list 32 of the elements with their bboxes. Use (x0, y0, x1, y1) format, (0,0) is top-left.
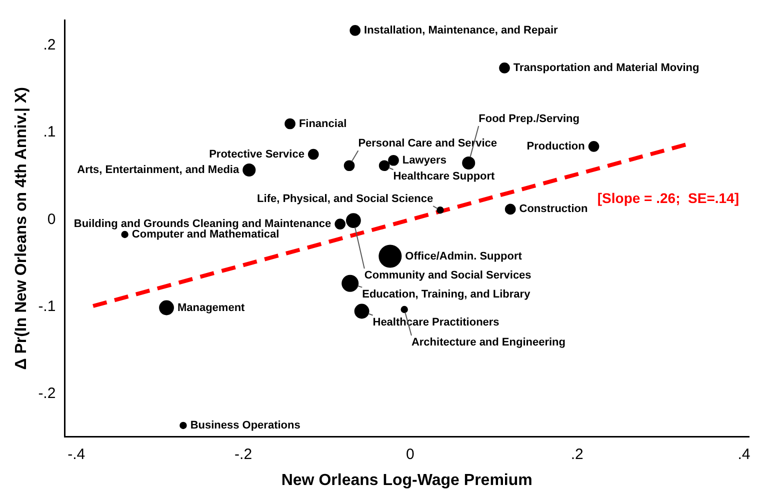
annotation: Architecture and Engineering (411, 336, 566, 349)
y-tick-label: .1 (43, 124, 56, 141)
annotation: Food Prep./Serving (478, 113, 580, 126)
annotation: Transportation and Material Moving (513, 62, 700, 74)
annotation: Lawyers (402, 154, 446, 166)
annotation: Life, Physical, and Social Science (257, 193, 434, 206)
annotation: Management (177, 302, 246, 314)
x-tick-label: 0 (406, 446, 414, 463)
y-axis-title: Δ Pr(In New Orleans on 4th Anniv.| X) (13, 87, 30, 370)
x-tick-label: .4 (738, 446, 750, 463)
annotation: Construction (519, 203, 588, 216)
annotation: Protective Service (209, 148, 304, 160)
x-tick-label: .2 (570, 446, 584, 463)
annotation: Community and Social Services (364, 270, 532, 282)
annotation: Building and Grounds Cleaning and Maintenance (74, 218, 332, 230)
annotation: Production (526, 140, 586, 152)
annotation: Computer and Mathematical (132, 228, 280, 241)
x-tick-label: -.2 (234, 446, 252, 463)
annotation: Education, Training, and Library (362, 288, 532, 300)
annotation: [Slope = .26; SE=.14] (597, 190, 739, 206)
annotation: Healthcare Support (393, 170, 496, 183)
y-tick-label: -.2 (38, 385, 56, 402)
annotation: Arts, Entertainment, and Media (77, 164, 240, 176)
y-tick-label: .2 (43, 36, 56, 54)
y-tick-label: -.1 (38, 298, 56, 316)
x-tick-label: -.4 (68, 446, 86, 463)
annotation: Installation, Maintenance, and Repair (364, 24, 559, 36)
annotation: Business Operations (190, 419, 300, 432)
annotation: Office/Admin. Support (405, 250, 522, 262)
annotation: Financial (298, 118, 347, 130)
y-tick-label: 0 (47, 210, 56, 228)
x-axis-title: New Orleans Log-Wage Premium (281, 472, 532, 489)
